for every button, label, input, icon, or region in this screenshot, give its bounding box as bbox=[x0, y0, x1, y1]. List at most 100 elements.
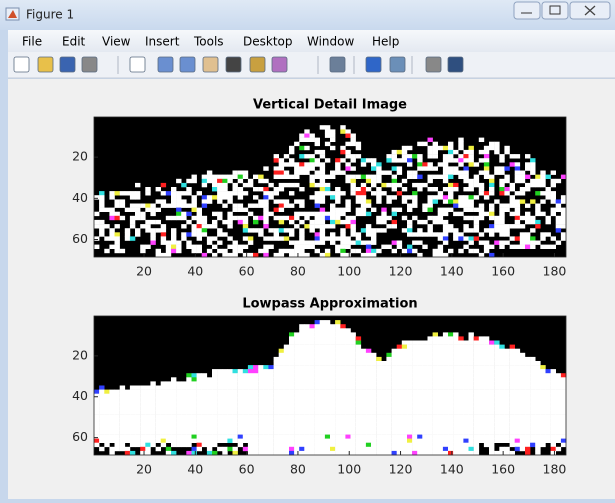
toolbar-button[interactable] bbox=[426, 57, 441, 72]
pixel bbox=[294, 175, 299, 179]
pixel bbox=[402, 187, 407, 191]
pixel bbox=[407, 175, 412, 179]
pixel bbox=[340, 402, 345, 406]
pixel bbox=[510, 154, 515, 158]
pixel bbox=[479, 402, 484, 406]
pixel bbox=[540, 183, 545, 187]
pixel bbox=[325, 236, 330, 240]
pixel bbox=[125, 406, 130, 410]
pixel bbox=[181, 191, 186, 195]
pixel bbox=[443, 166, 448, 170]
toolbar-button[interactable] bbox=[158, 57, 173, 72]
toolbar-button[interactable] bbox=[226, 57, 241, 72]
pixel bbox=[515, 179, 520, 183]
pixel bbox=[551, 435, 556, 439]
pixel bbox=[433, 341, 438, 345]
pixel bbox=[181, 224, 186, 228]
toolbar-button[interactable] bbox=[203, 57, 218, 72]
pixel bbox=[289, 349, 294, 353]
pixel bbox=[351, 365, 356, 369]
pixel bbox=[335, 398, 340, 402]
pixel bbox=[345, 154, 350, 158]
toolbar-button[interactable] bbox=[330, 57, 345, 72]
toolbar-button[interactable] bbox=[250, 57, 265, 72]
pixel bbox=[525, 357, 530, 361]
pixel bbox=[186, 390, 191, 394]
toolbar-button[interactable] bbox=[14, 57, 29, 72]
pixel bbox=[197, 439, 202, 443]
toolbar-button[interactable] bbox=[38, 57, 53, 72]
menu-item[interactable]: Help bbox=[372, 35, 399, 49]
pixel bbox=[248, 204, 253, 208]
menu-item[interactable]: Tools bbox=[193, 35, 224, 49]
pixel bbox=[263, 365, 268, 369]
pixel bbox=[325, 447, 330, 451]
pixel bbox=[274, 431, 279, 435]
pixel bbox=[248, 179, 253, 183]
pixel bbox=[325, 341, 330, 345]
pixel bbox=[197, 373, 202, 377]
pixel bbox=[212, 426, 217, 430]
toolbar-button[interactable] bbox=[390, 57, 405, 72]
pixel bbox=[417, 381, 422, 385]
pixel bbox=[340, 336, 345, 340]
pixel bbox=[279, 390, 284, 394]
pixel bbox=[366, 158, 371, 162]
toolbar-button[interactable] bbox=[448, 57, 463, 72]
toolbar-button[interactable] bbox=[180, 57, 195, 72]
pixel bbox=[345, 328, 350, 332]
pixel bbox=[248, 183, 253, 187]
pixel bbox=[233, 422, 238, 426]
pixel bbox=[330, 134, 335, 138]
pixel bbox=[402, 398, 407, 402]
pixel bbox=[135, 228, 140, 232]
pixel bbox=[448, 191, 453, 195]
maximize-button[interactable] bbox=[542, 2, 568, 19]
window-buttons[interactable] bbox=[514, 2, 610, 19]
pixel bbox=[499, 414, 504, 418]
pixel bbox=[535, 381, 540, 385]
pixel bbox=[156, 414, 161, 418]
pixel bbox=[474, 377, 479, 381]
pixel bbox=[284, 439, 289, 443]
pixel bbox=[299, 336, 304, 340]
pixel bbox=[351, 394, 356, 398]
menu-item[interactable]: Desktop bbox=[243, 35, 293, 49]
pixel bbox=[197, 228, 202, 232]
pixel bbox=[504, 418, 509, 422]
pixel bbox=[340, 150, 345, 154]
toolbar-button[interactable] bbox=[366, 57, 381, 72]
menu-item[interactable]: Insert bbox=[145, 35, 180, 49]
pixel bbox=[330, 369, 335, 373]
pixel bbox=[294, 357, 299, 361]
pixel bbox=[181, 183, 186, 187]
menu-item[interactable]: Window bbox=[307, 35, 355, 49]
pixel bbox=[340, 191, 345, 195]
pixel bbox=[253, 394, 258, 398]
pixel bbox=[397, 410, 402, 414]
pixel bbox=[530, 183, 535, 187]
pixel bbox=[361, 373, 366, 377]
pixel bbox=[448, 365, 453, 369]
menu-item[interactable]: File bbox=[22, 35, 42, 49]
pixel bbox=[386, 365, 391, 369]
pixel bbox=[463, 171, 468, 175]
menu-item[interactable]: View bbox=[102, 35, 131, 49]
pixel bbox=[345, 447, 350, 451]
pixel bbox=[243, 381, 248, 385]
pixel bbox=[448, 386, 453, 390]
pixel bbox=[325, 158, 330, 162]
pixel bbox=[330, 414, 335, 418]
toolbar-button[interactable] bbox=[82, 57, 97, 72]
menu-item[interactable]: Edit bbox=[62, 35, 86, 49]
pixel bbox=[340, 361, 345, 365]
pixel bbox=[556, 435, 561, 439]
pixel bbox=[484, 162, 489, 166]
pixel bbox=[392, 377, 397, 381]
toolbar-button[interactable] bbox=[272, 57, 287, 72]
pixel bbox=[104, 390, 109, 394]
toolbar-button[interactable] bbox=[130, 57, 145, 72]
pixel bbox=[402, 179, 407, 183]
toolbar-button[interactable] bbox=[60, 57, 75, 72]
minimize-button[interactable] bbox=[514, 2, 540, 19]
